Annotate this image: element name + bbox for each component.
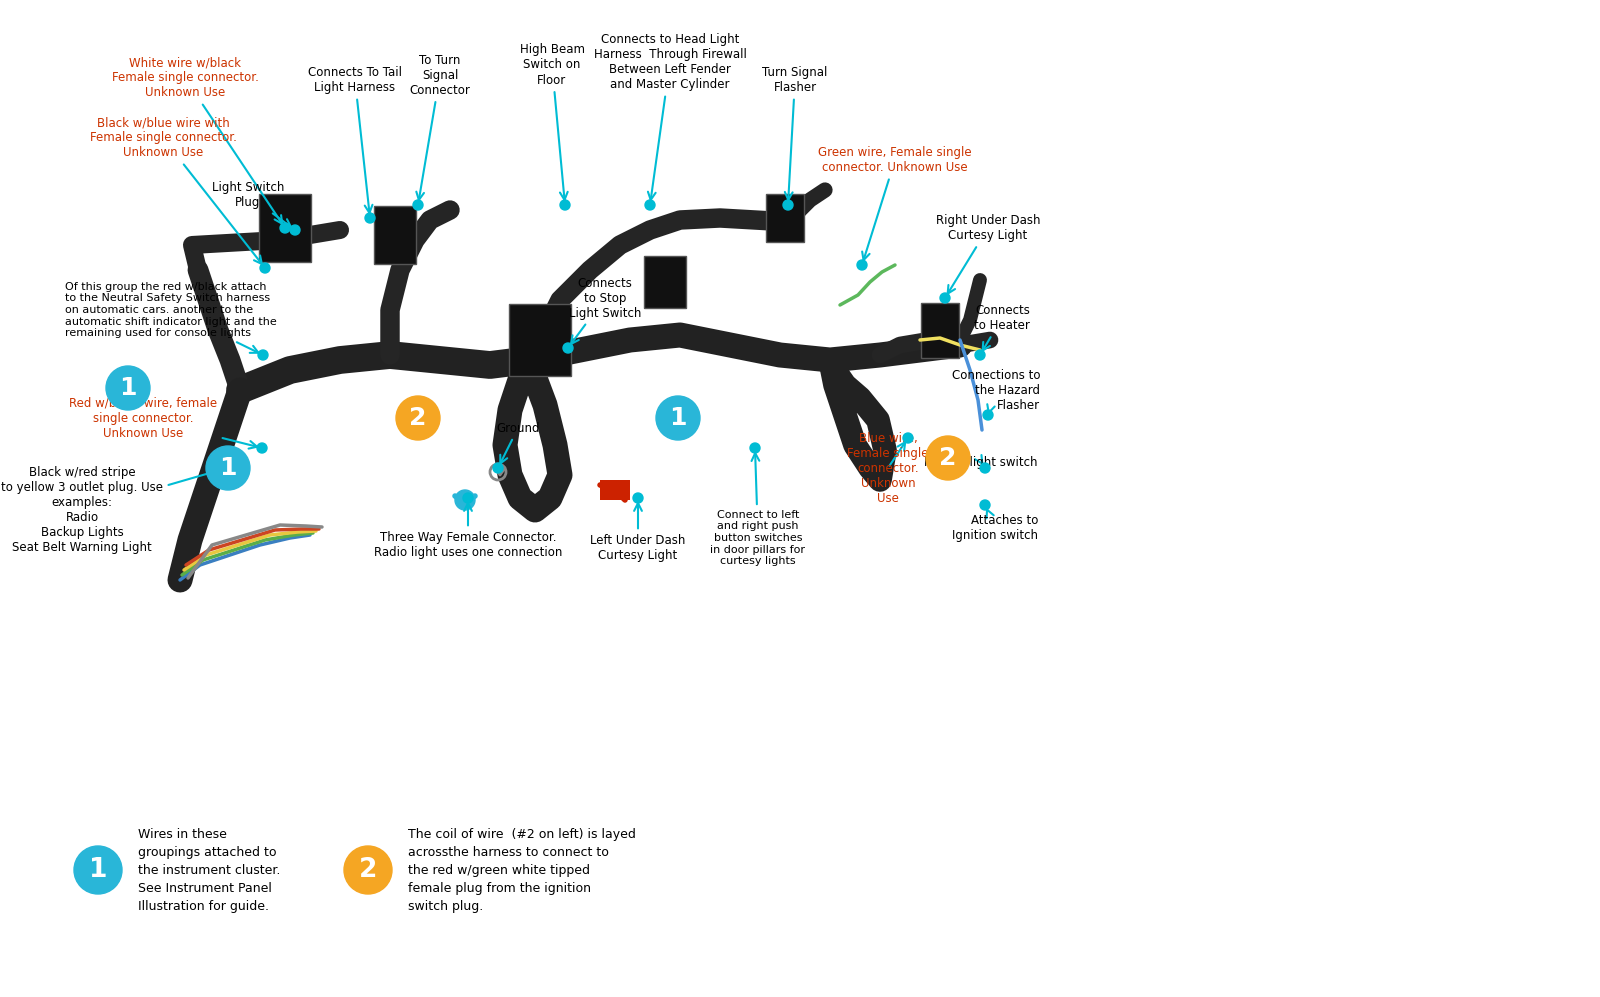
Text: Red w/black wire, female
single connector.
Unknown Use: Red w/black wire, female single connecto… [69,397,258,449]
Circle shape [462,493,474,503]
Circle shape [258,443,267,453]
Bar [600,480,630,500]
Circle shape [290,225,301,235]
Text: 1: 1 [120,376,136,400]
Bar [643,256,686,308]
Circle shape [750,443,760,453]
Circle shape [206,446,250,490]
Text: To Turn
Signal
Connector: To Turn Signal Connector [410,54,470,200]
Text: Black w/blue wire with
Female single connector.
Unknown Use: Black w/blue wire with Female single con… [90,117,262,264]
Text: Right Under Dash
Curtesy Light: Right Under Dash Curtesy Light [936,214,1040,294]
Bar [374,206,416,264]
Circle shape [926,436,970,480]
Circle shape [560,200,570,210]
Text: Turn Signal
Flasher: Turn Signal Flasher [762,66,827,200]
Circle shape [563,343,573,353]
Text: Three Way Female Connector.
Radio light uses one connection: Three Way Female Connector. Radio light … [374,503,562,559]
Bar [509,304,571,376]
Text: 1: 1 [669,406,686,430]
Text: Connect to left
and right push
button switches
in door pillars for
curtesy light: Connect to left and right push button sw… [710,453,805,566]
Circle shape [941,293,950,303]
Text: 1: 1 [219,456,237,480]
Text: 2: 2 [939,446,957,470]
Circle shape [280,223,290,233]
Text: Connects to Head Light
Harness  Through Firewall
Between Left Fender
and Master : Connects to Head Light Harness Through F… [594,33,747,200]
Text: Connections to
the Hazard
Flasher: Connections to the Hazard Flasher [952,369,1040,415]
Text: Attaches to
Ignition switch: Attaches to Ignition switch [952,508,1038,542]
Circle shape [413,200,422,210]
Text: 2: 2 [410,406,427,430]
Text: Connects
to Stop
Light Switch: Connects to Stop Light Switch [570,276,642,344]
Circle shape [656,396,701,440]
Text: Connects To Tail
Light Harness: Connects To Tail Light Harness [307,66,402,213]
Text: 2: 2 [358,857,378,883]
Circle shape [782,200,794,210]
Text: White wire w/black
Female single connector.
Unknown Use: White wire w/black Female single connect… [112,57,282,223]
Bar [922,302,958,358]
Circle shape [979,463,990,473]
Text: Wires in these
groupings attached to
the instrument cluster.
See Instrument Pane: Wires in these groupings attached to the… [138,828,280,912]
Bar [766,194,805,242]
Circle shape [979,500,990,510]
Text: The coil of wire  (#2 on left) is layed
acrossthe harness to connect to
the red : The coil of wire (#2 on left) is layed a… [408,828,635,912]
Text: Green wire, Female single
connector. Unknown Use: Green wire, Female single connector. Unk… [818,146,971,260]
Text: Left Under Dash
Curtesy Light: Left Under Dash Curtesy Light [590,503,686,562]
Bar [259,194,310,262]
Text: Light Switch
Plug: Light Switch Plug [211,181,291,227]
Circle shape [397,396,440,440]
Circle shape [454,490,475,510]
Text: Hazard light switch: Hazard light switch [925,455,1038,469]
Circle shape [365,213,374,223]
Text: High Beam
Switch on
Floor: High Beam Switch on Floor [520,44,584,200]
Circle shape [74,846,122,894]
Circle shape [258,350,269,360]
Circle shape [645,200,654,210]
Circle shape [634,493,643,503]
Text: Connects
to Heater: Connects to Heater [974,304,1030,351]
Text: Ground: Ground [496,422,539,464]
Circle shape [982,410,994,420]
Circle shape [858,260,867,270]
Text: Blue wire,
Female single
connector.
Unknown
Use: Blue wire, Female single connector. Unkn… [848,432,928,504]
Circle shape [974,350,986,360]
Circle shape [344,846,392,894]
Circle shape [493,463,502,473]
Text: 1: 1 [88,857,107,883]
Circle shape [222,463,232,473]
Text: Of this group the red w/black attach
to the Neutral Safety Switch harness
on aut: Of this group the red w/black attach to … [66,282,277,353]
Circle shape [106,366,150,410]
Circle shape [902,433,914,443]
Text: Black w/red stripe
to yellow 3 outlet plug. Use
examples:
Radio
Backup Lights
Se: Black w/red stripe to yellow 3 outlet pl… [2,466,222,554]
Circle shape [259,263,270,273]
